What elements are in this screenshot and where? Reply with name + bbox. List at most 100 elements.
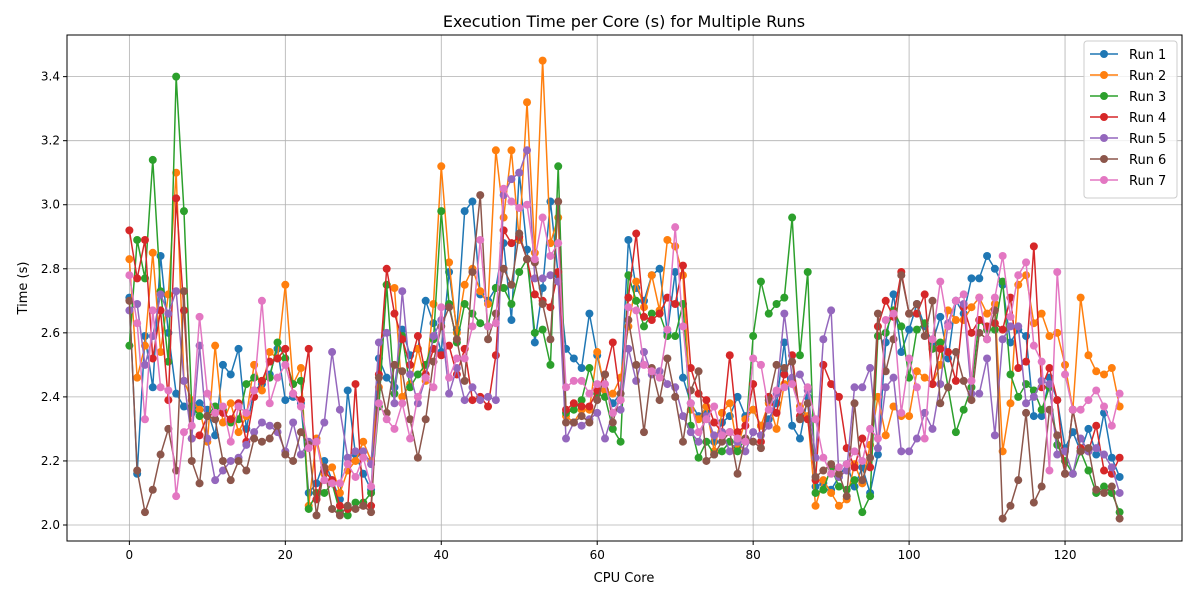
- y-tick-label: 2.4: [41, 390, 60, 404]
- data-point: [211, 341, 220, 350]
- data-point: [795, 370, 804, 379]
- data-point: [827, 488, 836, 497]
- y-tick-label: 2.2: [41, 454, 60, 468]
- data-point: [1107, 364, 1116, 373]
- data-point: [421, 415, 430, 424]
- data-point: [803, 383, 812, 392]
- data-point: [468, 322, 477, 331]
- data-point: [554, 197, 563, 206]
- data-point: [967, 303, 976, 312]
- data-point: [975, 274, 984, 283]
- data-point: [834, 463, 843, 472]
- data-point: [1022, 399, 1031, 408]
- data-point: [226, 399, 235, 408]
- y-tick-label: 2.8: [41, 262, 60, 276]
- plot-frame: [66, 34, 1183, 542]
- data-point: [663, 380, 672, 389]
- data-point: [585, 309, 594, 318]
- data-point: [148, 306, 157, 315]
- data-point: [819, 360, 828, 369]
- x-tick-label: 60: [590, 548, 605, 562]
- series-6: [125, 191, 1124, 523]
- data-point: [1068, 405, 1077, 414]
- data-point: [998, 277, 1007, 286]
- data-point: [257, 296, 266, 305]
- data-point: [639, 312, 648, 321]
- data-point: [562, 434, 571, 443]
- chart-title: Execution Time per Core (s) for Multiple…: [443, 12, 805, 31]
- data-point: [749, 437, 758, 446]
- data-point: [289, 418, 298, 427]
- data-point: [639, 303, 648, 312]
- data-point: [406, 415, 415, 424]
- data-point: [273, 338, 282, 347]
- y-tick-label: 2.6: [41, 326, 60, 340]
- data-point: [577, 376, 586, 385]
- data-point: [749, 405, 758, 414]
- data-point: [133, 319, 142, 328]
- data-point: [250, 386, 259, 395]
- data-point: [195, 399, 204, 408]
- data-point: [749, 354, 758, 363]
- data-point: [234, 402, 243, 411]
- data-point: [1045, 332, 1054, 341]
- data-point: [195, 312, 204, 321]
- data-point: [717, 431, 726, 440]
- x-tick-label: 100: [898, 548, 921, 562]
- data-point: [187, 456, 196, 465]
- data-point: [257, 437, 266, 446]
- data-point: [140, 508, 149, 517]
- data-point: [897, 271, 906, 280]
- series-7: [125, 184, 1124, 501]
- data-point: [140, 360, 149, 369]
- data-point: [351, 472, 360, 481]
- legend-marker: [1100, 155, 1108, 163]
- data-point: [359, 437, 368, 446]
- data-point: [265, 399, 274, 408]
- data-point: [1053, 267, 1062, 276]
- data-point: [140, 332, 149, 341]
- data-point: [928, 296, 937, 305]
- data-point: [694, 453, 703, 462]
- data-point: [733, 469, 742, 478]
- data-point: [538, 213, 547, 222]
- data-point: [1084, 444, 1093, 453]
- data-point: [312, 479, 321, 488]
- data-point: [647, 271, 656, 280]
- data-point: [421, 373, 430, 382]
- data-point: [912, 367, 921, 376]
- data-point: [476, 319, 485, 328]
- data-point: [850, 476, 859, 485]
- data-point: [632, 360, 641, 369]
- data-point: [335, 511, 344, 520]
- data-point: [819, 466, 828, 475]
- data-point: [515, 267, 524, 276]
- data-point: [975, 389, 984, 398]
- data-point: [967, 396, 976, 405]
- data-point: [1014, 271, 1023, 280]
- data-point: [1022, 258, 1031, 267]
- data-point: [1061, 370, 1070, 379]
- data-point: [499, 264, 508, 273]
- data-point: [484, 322, 493, 331]
- data-point: [632, 277, 641, 286]
- data-point: [733, 434, 742, 443]
- data-point: [398, 287, 407, 296]
- data-point: [873, 444, 882, 453]
- x-axis-label: CPU Core: [594, 571, 655, 586]
- data-point: [1092, 386, 1101, 395]
- data-point: [156, 450, 165, 459]
- data-point: [265, 434, 274, 443]
- data-point: [1100, 450, 1109, 459]
- data-point: [273, 354, 282, 363]
- data-point: [881, 367, 890, 376]
- data-point: [1022, 357, 1031, 366]
- legend-label: Run 6: [1129, 153, 1166, 168]
- data-point: [390, 424, 399, 433]
- data-point: [1029, 392, 1038, 401]
- data-point: [538, 56, 547, 65]
- data-point: [148, 354, 157, 363]
- data-point: [788, 213, 797, 222]
- data-point: [507, 300, 516, 309]
- data-point: [897, 447, 906, 456]
